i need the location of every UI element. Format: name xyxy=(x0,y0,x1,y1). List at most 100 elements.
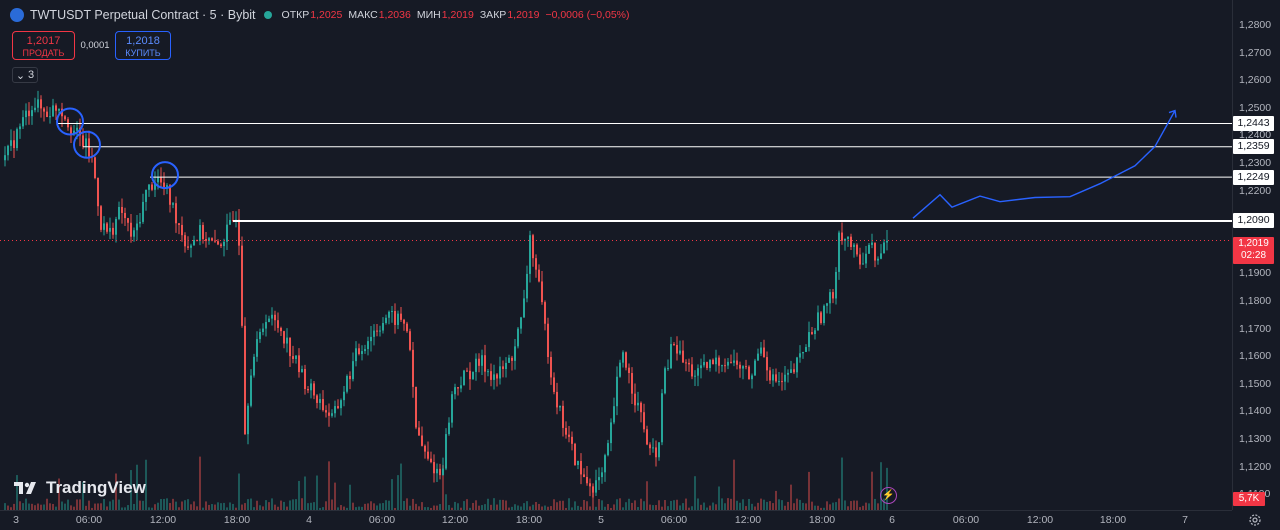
candle-body xyxy=(568,434,570,437)
sell-price: 1,2017 xyxy=(26,35,61,47)
volume-bar xyxy=(4,503,6,510)
candle-body xyxy=(601,472,603,478)
candle-body xyxy=(649,444,651,449)
lightning-icon[interactable]: ⚡ xyxy=(880,487,897,504)
candle-body xyxy=(664,368,666,394)
candle-body xyxy=(658,442,660,458)
volume-bar xyxy=(142,500,144,510)
candlestick-chart[interactable] xyxy=(0,0,1232,510)
price-tick: 1,1300 xyxy=(1239,433,1272,445)
candle-body xyxy=(385,317,387,323)
candle-body xyxy=(655,447,657,458)
tradingview-brand[interactable]: TradingView xyxy=(14,478,146,498)
candle-body xyxy=(13,140,15,149)
candle-body xyxy=(538,269,540,282)
candle-body xyxy=(481,355,483,366)
volume-bar xyxy=(382,503,384,510)
volume-bar xyxy=(445,494,447,510)
volume-bar xyxy=(223,502,225,510)
candle-body xyxy=(745,366,747,368)
volume-bar xyxy=(478,505,480,510)
candle-body xyxy=(808,332,810,348)
level-price-tag: 1,2359 xyxy=(1233,139,1274,155)
time-tick: 12:00 xyxy=(734,514,762,526)
candle-body xyxy=(46,111,48,118)
time-scale[interactable]: 3 06:00 12:00 18:00 4 06:00 12:00 18:00 5 06:00 12… xyxy=(0,510,1232,530)
volume-bar xyxy=(553,499,555,510)
candle-body xyxy=(103,223,105,230)
candle-body xyxy=(697,368,699,376)
candle-body xyxy=(814,330,816,335)
candle-body xyxy=(49,116,51,118)
volume-bar xyxy=(64,503,66,510)
volume-bar xyxy=(772,503,774,510)
candle-body xyxy=(727,361,729,366)
candle-body xyxy=(328,412,330,416)
candle-body xyxy=(448,422,450,435)
candle-body xyxy=(751,375,753,380)
sell-button[interactable]: 1,2017 ПРОДАТЬ xyxy=(12,31,75,60)
current-price-tag: 1,2019 02:28 xyxy=(1233,237,1274,264)
candle-body xyxy=(841,232,843,241)
candle-body xyxy=(52,105,54,117)
volume-bar xyxy=(469,507,471,510)
indicators-toggle-button[interactable]: ⌄ 3 xyxy=(12,67,38,83)
buy-button[interactable]: 1,2018 КУПИТЬ xyxy=(115,31,171,60)
candle-body xyxy=(193,240,195,246)
candle-body xyxy=(313,383,315,396)
candle-body xyxy=(271,314,273,319)
volume-bar xyxy=(7,505,9,510)
candle-body xyxy=(382,322,384,331)
candle-body xyxy=(238,219,240,246)
tradingview-logo-icon xyxy=(14,482,36,494)
volume-bar xyxy=(718,486,720,510)
volume-bar xyxy=(106,506,108,510)
candle-body xyxy=(541,281,543,303)
volume-bar xyxy=(325,501,327,510)
candle-body xyxy=(598,477,600,481)
candle-body xyxy=(487,371,489,373)
candle-body xyxy=(430,458,432,463)
candle-body xyxy=(55,105,57,111)
candle-body xyxy=(844,238,846,241)
symbol-title[interactable]: TWTUSDT Perpetual Contract · 5 · Bybit xyxy=(30,8,256,22)
candle-body xyxy=(190,245,192,248)
candle-body xyxy=(550,357,552,378)
volume-bar xyxy=(133,503,135,510)
volume-bar xyxy=(208,504,210,510)
time-tick: 12:00 xyxy=(441,514,469,526)
volume-bar xyxy=(127,505,129,510)
candle-body xyxy=(520,317,522,329)
volume-bar xyxy=(865,502,867,510)
gear-icon[interactable] xyxy=(1248,513,1262,527)
volume-bar xyxy=(55,506,57,510)
candle-body xyxy=(172,203,174,205)
candle-body xyxy=(88,138,90,157)
volume-bar xyxy=(28,503,30,510)
candle-body xyxy=(115,218,117,235)
candle-body xyxy=(7,145,9,156)
candle-body xyxy=(331,413,333,416)
candle-body xyxy=(250,375,252,406)
volume-bar xyxy=(73,506,75,510)
volume-bar xyxy=(304,476,306,510)
volume-bar xyxy=(457,503,459,510)
volume-bar xyxy=(430,507,432,510)
candle-body xyxy=(637,402,639,406)
candle-body xyxy=(652,447,654,449)
candle-body xyxy=(646,429,648,445)
volume-bar xyxy=(505,500,507,510)
candle-body xyxy=(715,357,717,365)
chart-pane[interactable]: TWTUSDT Perpetual Contract · 5 · Bybit О… xyxy=(0,0,1232,510)
volume-bar xyxy=(832,502,834,510)
volume-bar xyxy=(256,500,258,510)
candle-body xyxy=(706,362,708,368)
volume-bar xyxy=(733,459,735,510)
level-price-tag: 1,2443 xyxy=(1233,116,1274,132)
candle-body xyxy=(562,405,564,428)
forecast-arrowhead xyxy=(1168,109,1177,118)
price-tick: 1,1900 xyxy=(1239,267,1272,280)
countdown-value: 02:28 xyxy=(1240,250,1267,261)
volume-bar xyxy=(487,498,489,510)
volume-bar xyxy=(301,498,303,510)
